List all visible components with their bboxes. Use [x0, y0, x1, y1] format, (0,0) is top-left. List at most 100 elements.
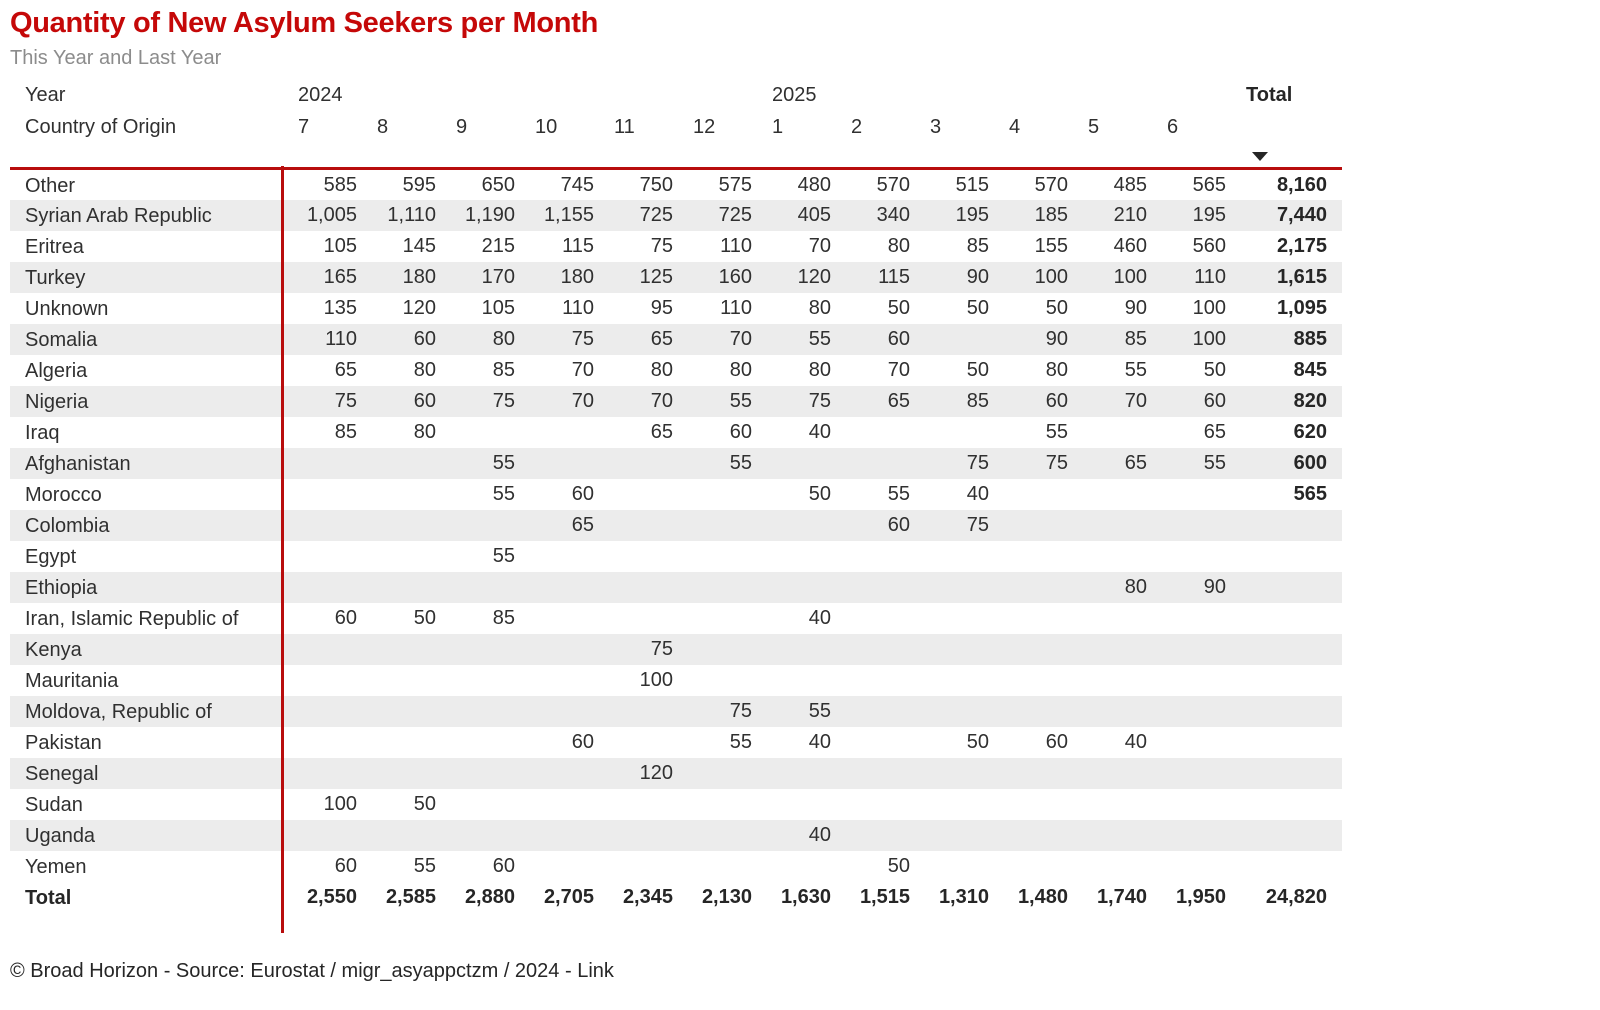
country-cell: Other	[25, 175, 76, 197]
row-total-cell: 620	[1293, 420, 1327, 443]
value-cell	[360, 820, 439, 851]
value-cell	[676, 479, 755, 510]
footer-text: © Broad Horizon - Source: Eurostat / mig…	[10, 960, 578, 982]
value-cell	[439, 634, 518, 665]
value-cell: 75	[334, 389, 357, 412]
value-cell	[992, 820, 1071, 851]
value-cell: 55	[1203, 451, 1226, 474]
value-cell: 725	[718, 203, 752, 226]
value-cell: 95	[650, 296, 673, 319]
value-cell	[597, 820, 676, 851]
value-cell: 105	[323, 234, 357, 257]
value-cell	[518, 572, 597, 603]
month-column-header[interactable]: 2	[851, 116, 863, 138]
month-column-header[interactable]: 7	[298, 116, 310, 138]
country-cell: Egypt	[25, 545, 77, 568]
value-cell	[360, 541, 439, 572]
value-cell	[676, 789, 755, 820]
value-cell: 55	[492, 482, 515, 505]
country-cell: Syrian Arab Republic	[25, 204, 212, 227]
value-cell: 210	[1113, 203, 1147, 226]
month-column-header[interactable]: 9	[456, 116, 468, 138]
row-total-cell	[1229, 603, 1342, 634]
value-cell	[1150, 789, 1229, 820]
value-cell: 120	[402, 296, 436, 319]
month-column-header[interactable]: 1	[772, 116, 784, 138]
value-cell: 1,950	[1175, 885, 1226, 908]
value-cell	[913, 758, 992, 789]
country-cell: Mauritania	[25, 669, 119, 692]
value-cell	[518, 696, 597, 727]
table-row: Algeria 65 80 85 70 80 80 80 70 50 80 55 50 845	[10, 355, 1342, 386]
value-cell: 125	[639, 265, 673, 288]
table-row: Morocco 55 60 50 55 40 565	[10, 479, 1342, 510]
month-column-header[interactable]: 10	[535, 116, 558, 138]
row-total-cell: 845	[1293, 358, 1327, 381]
value-cell	[676, 572, 755, 603]
value-cell	[281, 510, 360, 541]
value-cell	[281, 665, 360, 696]
value-cell: 55	[492, 544, 515, 567]
row-total-cell: 1,615	[1276, 265, 1327, 288]
value-cell: 460	[1113, 234, 1147, 257]
value-cell	[360, 510, 439, 541]
value-cell: 65	[334, 358, 357, 381]
value-cell	[913, 789, 992, 820]
value-cell: 85	[492, 358, 515, 381]
value-cell: 50	[413, 792, 436, 815]
value-cell	[992, 696, 1071, 727]
value-cell	[755, 572, 834, 603]
value-cell	[360, 572, 439, 603]
row-total-cell	[1229, 510, 1342, 541]
total-row: Total 2,550 2,585 2,880 2,705 2,345 2,130 1,630…	[10, 882, 1342, 913]
month-column-header[interactable]: 5	[1088, 116, 1100, 138]
country-cell: Senegal	[25, 762, 99, 785]
value-cell: 60	[334, 854, 357, 877]
value-cell: 70	[887, 358, 910, 381]
month-column-header[interactable]: 3	[930, 116, 942, 138]
value-cell	[755, 541, 834, 572]
value-cell	[913, 541, 992, 572]
value-cell: 110	[720, 234, 752, 257]
value-cell: 65	[887, 389, 910, 412]
month-column-header[interactable]: 8	[377, 116, 389, 138]
value-cell: 65	[1124, 451, 1147, 474]
value-cell: 2,130	[701, 885, 752, 908]
value-cell: 1,740	[1096, 885, 1147, 908]
row-total-cell	[1229, 665, 1342, 696]
value-cell: 40	[1124, 730, 1147, 753]
value-cell: 120	[797, 265, 831, 288]
value-cell: 80	[413, 420, 436, 443]
value-cell	[1071, 851, 1150, 882]
value-cell	[518, 448, 597, 479]
value-cell: 70	[650, 389, 673, 412]
month-column-header[interactable]: 4	[1009, 116, 1021, 138]
total-column-header[interactable]: Total	[1246, 84, 1293, 106]
footer-link[interactable]: Link	[577, 960, 614, 982]
table-row: Iraq 85 80 65 60 40 55 65 620	[10, 417, 1342, 448]
value-cell	[913, 696, 992, 727]
value-cell: 185	[1034, 203, 1068, 226]
value-cell	[1150, 479, 1229, 510]
value-cell: 120	[639, 761, 673, 784]
value-cell	[834, 727, 913, 758]
page-title: Quantity of New Asylum Seekers per Month	[10, 7, 598, 39]
value-cell	[1150, 727, 1229, 758]
value-cell: 180	[560, 265, 594, 288]
row-total-cell	[1229, 541, 1342, 572]
month-column-header[interactable]: 12	[693, 116, 716, 138]
sort-descending-icon[interactable]	[1252, 152, 1268, 161]
country-cell: Afghanistan	[25, 452, 131, 475]
value-cell	[992, 541, 1071, 572]
value-cell	[360, 665, 439, 696]
country-cell: Turkey	[25, 266, 86, 289]
value-cell	[913, 417, 992, 448]
value-cell: 1,110	[387, 203, 436, 226]
value-cell: 195	[1192, 203, 1226, 226]
value-cell: 90	[1203, 575, 1226, 598]
value-cell	[597, 448, 676, 479]
month-column-header[interactable]: 11	[614, 116, 635, 138]
value-cell	[439, 665, 518, 696]
value-cell: 50	[887, 296, 910, 319]
month-column-header[interactable]: 6	[1167, 116, 1179, 138]
